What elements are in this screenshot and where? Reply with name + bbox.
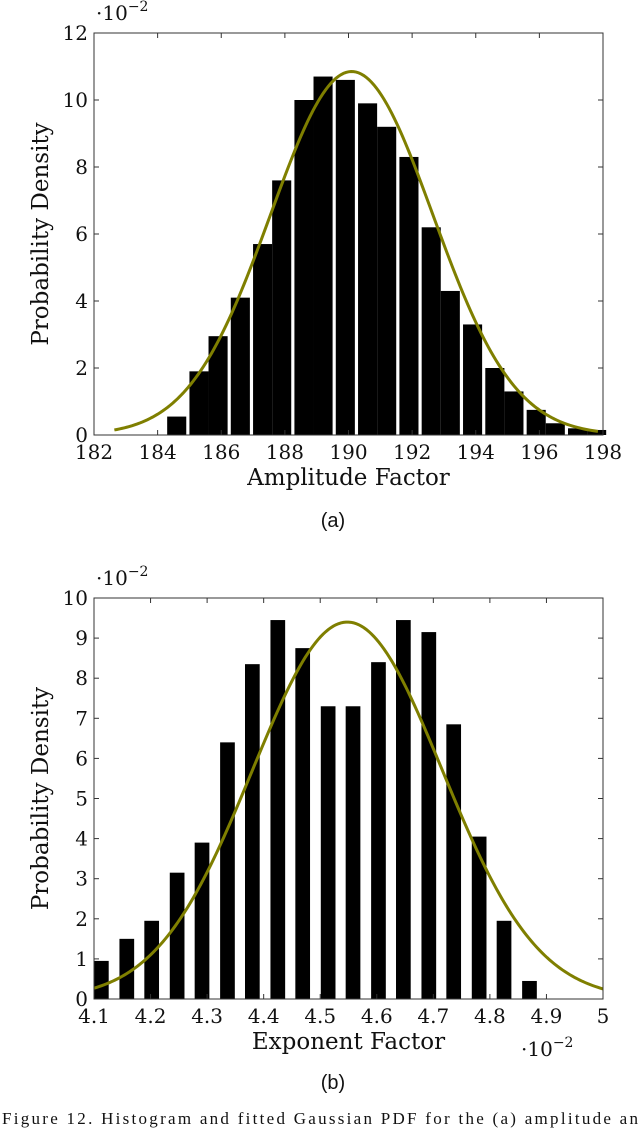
histogram-bar bbox=[345, 706, 361, 999]
x-tick-label: 4.9 bbox=[531, 1004, 563, 1028]
x-tick-label: 186 bbox=[202, 440, 240, 464]
subfigure-caption: (b) bbox=[321, 1072, 345, 1094]
y-tick-label: 4 bbox=[75, 289, 88, 313]
x-tick-label: 190 bbox=[329, 440, 367, 464]
histogram-bar bbox=[399, 156, 419, 435]
histogram-bar bbox=[335, 79, 355, 436]
x-tick-label: 4.5 bbox=[304, 1004, 336, 1028]
x-tick-label: 192 bbox=[393, 440, 431, 464]
y-tick-label: 6 bbox=[75, 746, 88, 770]
histogram-bar bbox=[189, 371, 209, 435]
histogram-bar bbox=[230, 297, 250, 435]
histogram-bar bbox=[94, 960, 109, 999]
histogram-bar bbox=[169, 872, 185, 999]
histogram-bar bbox=[119, 938, 135, 999]
histogram-bar bbox=[377, 126, 397, 436]
y-tick-label: 7 bbox=[75, 706, 88, 730]
x-tick-label: 194 bbox=[457, 440, 495, 464]
y-tick-label: 10 bbox=[63, 586, 88, 610]
histogram-bar bbox=[245, 664, 260, 999]
histogram-bar bbox=[144, 920, 160, 999]
x-tick-label: 4.4 bbox=[248, 1004, 280, 1028]
y-tick-label: 4 bbox=[75, 827, 88, 851]
x-tick-label: 4.7 bbox=[417, 1004, 449, 1028]
histogram-bar bbox=[504, 391, 524, 435]
histogram-bar bbox=[320, 706, 336, 999]
histogram-bar bbox=[496, 920, 512, 999]
histogram-bar bbox=[568, 428, 588, 435]
y-tick-label: 8 bbox=[75, 666, 88, 690]
x-tick-label: 196 bbox=[520, 440, 558, 464]
histogram-bar bbox=[522, 980, 537, 999]
histogram-bar bbox=[421, 632, 437, 999]
y-tick-label: 8 bbox=[75, 155, 88, 179]
chart-a: 182 184 186 188 190 192 194 196 198 0 2 4 6 8 10 12 ·10−… bbox=[28, 0, 622, 532]
y-tick-label: 0 bbox=[75, 987, 88, 1011]
histogram-bar bbox=[295, 648, 311, 1000]
histogram-bar bbox=[396, 620, 411, 999]
x-tick-label: 198 bbox=[584, 440, 622, 464]
y-tick-label: 5 bbox=[75, 787, 88, 811]
histogram-bar bbox=[313, 76, 333, 436]
x-tick-label: 184 bbox=[139, 440, 177, 464]
histogram-bar bbox=[440, 290, 460, 435]
y-tick-label: 0 bbox=[75, 423, 88, 447]
histogram-bar bbox=[294, 100, 314, 435]
y-axis-label: Probability Density bbox=[28, 122, 54, 345]
y-tick-label: 1 bbox=[75, 947, 88, 971]
histogram-bar bbox=[545, 423, 565, 435]
x-tick-label: 182 bbox=[75, 440, 113, 464]
y-tick-label: 2 bbox=[75, 907, 88, 931]
y-tick-label: 12 bbox=[63, 21, 88, 45]
figure-caption: Figure 12. Histogram and fitted Gaussian… bbox=[2, 1109, 638, 1128]
x-tick-label: 4.1 bbox=[78, 1004, 110, 1028]
x-axis-multiplier: ·10−2 bbox=[521, 1035, 573, 1061]
gaussian-fit-curve bbox=[114, 70, 599, 433]
histogram-bar bbox=[446, 724, 462, 999]
histogram-bar bbox=[270, 620, 286, 999]
histogram-bar bbox=[272, 180, 292, 435]
y-tick-label: 2 bbox=[75, 356, 88, 380]
histogram-bar bbox=[167, 416, 187, 435]
y-axis-multiplier: ·10−2 bbox=[96, 0, 148, 25]
y-axis-label: Probability Density bbox=[28, 687, 54, 910]
histogram-bar bbox=[463, 324, 483, 435]
histogram-bar bbox=[421, 227, 441, 435]
chart-b: 4.1 4.2 4.3 4.4 4.5 4.6 4.7 4.8 4.9 5 0 1 2 3 4 5 6 7 8 9 10… bbox=[28, 564, 609, 1094]
gaussian-fit-curve bbox=[93, 620, 604, 991]
histogram-bar bbox=[358, 103, 378, 435]
histogram-bar bbox=[371, 662, 386, 999]
histogram-bar bbox=[485, 368, 505, 435]
histogram-bar bbox=[253, 244, 273, 435]
x-tick-label: 4.2 bbox=[135, 1004, 167, 1028]
y-tick-label: 10 bbox=[63, 88, 88, 112]
x-tick-label: 4.3 bbox=[191, 1004, 223, 1028]
histogram-bar bbox=[220, 742, 235, 999]
histogram-bar bbox=[471, 836, 487, 999]
x-axis-label: Amplitude Factor bbox=[246, 465, 450, 491]
y-tick-label: 9 bbox=[75, 626, 88, 650]
histogram-bar bbox=[526, 409, 546, 436]
y-tick-label: 3 bbox=[75, 867, 88, 891]
x-tick-label: 5 bbox=[597, 1004, 610, 1028]
x-tick-label: 188 bbox=[266, 440, 304, 464]
subfigure-caption: (a) bbox=[321, 510, 345, 532]
x-tick-label: 4.6 bbox=[361, 1004, 393, 1028]
y-axis-multiplier: ·10−2 bbox=[96, 564, 148, 590]
x-axis-label: Exponent Factor bbox=[252, 1029, 445, 1055]
y-tick-label: 6 bbox=[75, 222, 88, 246]
histogram-bar bbox=[208, 336, 228, 435]
x-tick-label: 4.8 bbox=[474, 1004, 506, 1028]
histogram-bar bbox=[194, 842, 210, 999]
